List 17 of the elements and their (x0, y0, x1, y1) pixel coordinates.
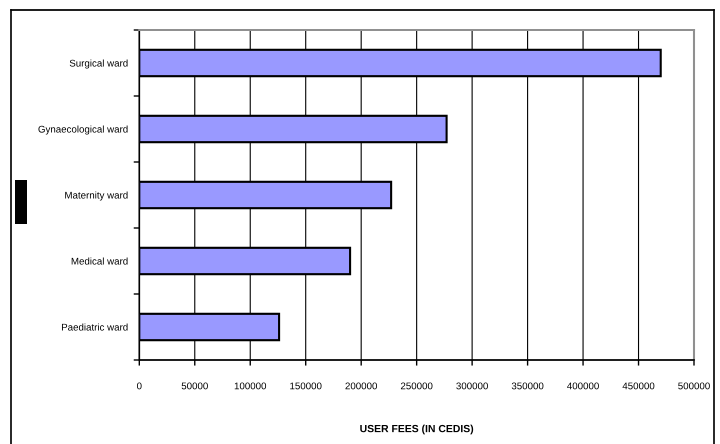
x-tick-label: 500000 (678, 382, 710, 390)
x-tick-label: 0 (136, 382, 142, 390)
x-tick-label: 250000 (400, 382, 432, 390)
y-tick-label: Surgical ward (70, 59, 128, 69)
x-tick-label: 300000 (456, 382, 488, 390)
x-tick-label: 400000 (567, 382, 599, 390)
y-tick-label: Paediatric ward (62, 323, 128, 331)
y-tick-label: Medical ward (72, 257, 128, 265)
y-tick-label: Gynaecological ward (38, 125, 128, 135)
x-tick-label: 350000 (512, 382, 544, 390)
x-tick-label: 150000 (290, 382, 322, 390)
y-tick-label: Maternity ward (65, 191, 128, 201)
x-tick-label: 450000 (622, 382, 654, 390)
x-axis-title: USER FEES (IN CEDIS) (360, 424, 474, 434)
x-tick-label: 100000 (234, 382, 266, 390)
x-tick-label: 200000 (345, 382, 378, 390)
x-tick-label: 50000 (182, 382, 208, 390)
